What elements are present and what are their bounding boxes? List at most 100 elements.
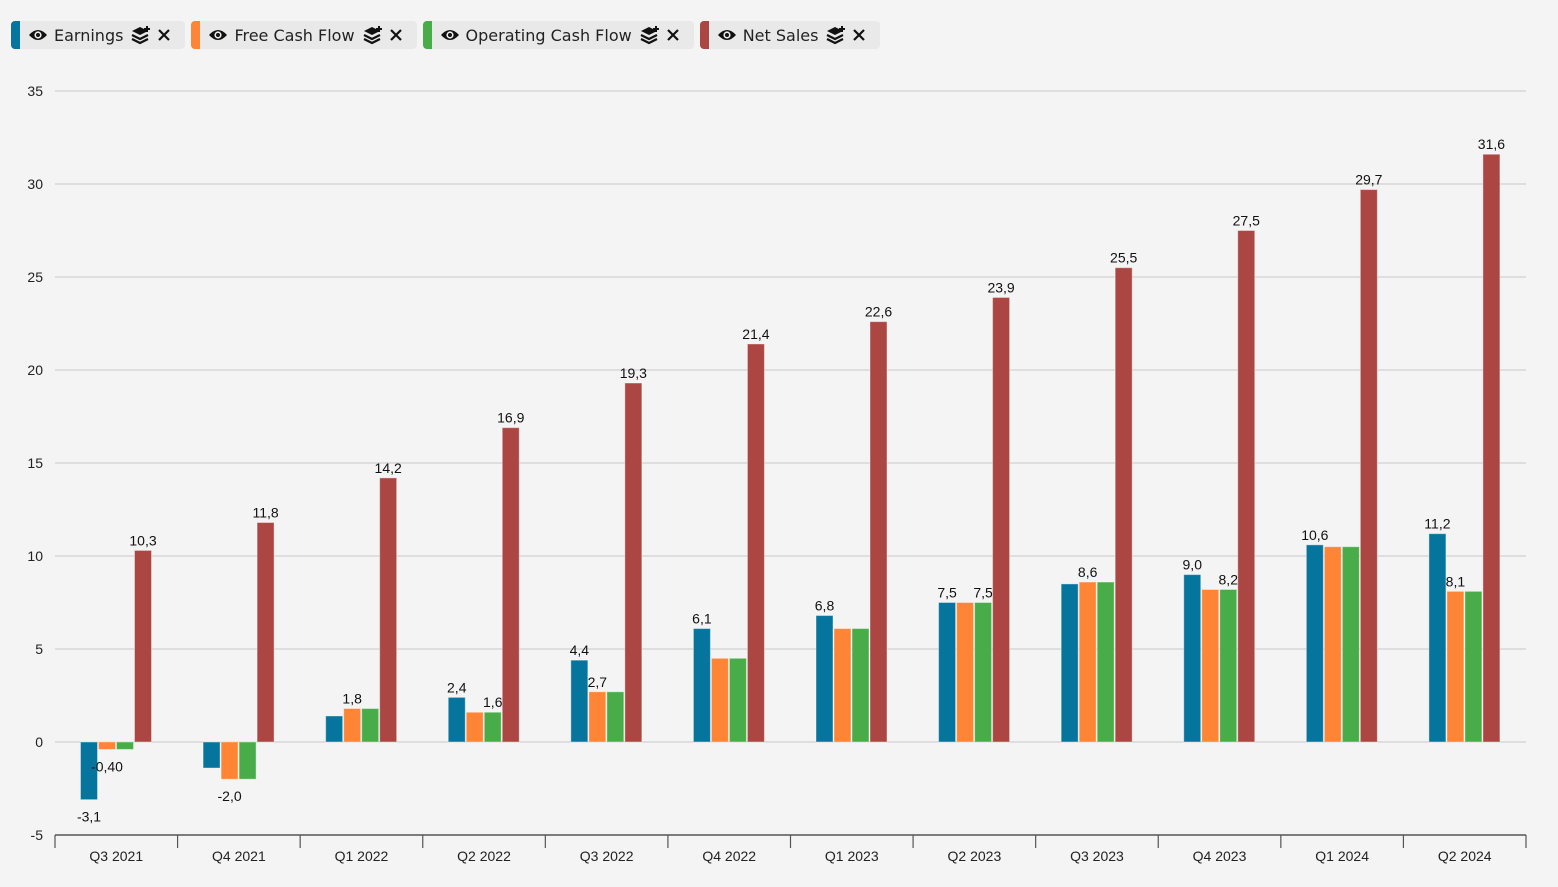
bar-net-sales[interactable] — [134, 549, 152, 743]
bar-earnings[interactable] — [570, 659, 589, 743]
close-icon[interactable] — [389, 28, 403, 42]
series-color-swatch — [422, 21, 432, 49]
bar-free-cash-flow[interactable] — [465, 711, 484, 743]
y-tick-label: 30 — [27, 176, 43, 192]
bar-earnings[interactable] — [692, 628, 711, 743]
bar-earnings[interactable] — [1428, 533, 1447, 743]
y-tick-label: 5 — [35, 641, 43, 657]
bar-net-sales[interactable] — [1482, 153, 1501, 743]
y-tick-label: 20 — [27, 362, 43, 378]
bar-operating-cash-flow[interactable] — [1219, 588, 1238, 743]
bar-operating-cash-flow[interactable] — [361, 708, 380, 743]
legend-item-net-sales[interactable]: Net Sales — [699, 21, 881, 49]
x-tick-label: Q1 2023 — [825, 848, 879, 864]
layers-plus-icon[interactable] — [826, 25, 846, 45]
legend-item-operating-cash-flow[interactable]: Operating Cash Flow — [422, 21, 694, 49]
data-label: 7,5 — [937, 585, 957, 601]
bar-operating-cash-flow[interactable] — [1341, 546, 1360, 743]
bar-free-cash-flow[interactable] — [1078, 581, 1097, 743]
x-tick-label: Q2 2022 — [457, 848, 511, 864]
bar-operating-cash-flow[interactable] — [851, 628, 870, 743]
bar-free-cash-flow[interactable] — [1323, 546, 1342, 743]
bar-earnings[interactable] — [1183, 574, 1202, 743]
y-tick-label: -5 — [31, 827, 44, 843]
bar-free-cash-flow[interactable] — [220, 741, 239, 780]
bar-free-cash-flow[interactable] — [1446, 590, 1465, 743]
bar-operating-cash-flow[interactable] — [728, 657, 747, 743]
x-tick-label: Q3 2021 — [89, 848, 143, 864]
bar-earnings[interactable] — [447, 696, 466, 743]
bar-operating-cash-flow[interactable] — [1464, 590, 1483, 743]
data-label: 4,4 — [570, 642, 590, 658]
eye-icon[interactable] — [440, 28, 460, 42]
bar-operating-cash-flow[interactable] — [238, 741, 257, 780]
bar-free-cash-flow[interactable] — [98, 741, 116, 750]
bar-net-sales[interactable] — [1359, 189, 1378, 743]
y-tick-label: 25 — [27, 269, 43, 285]
data-label: 31,6 — [1478, 136, 1505, 152]
layers-plus-icon[interactable] — [363, 25, 383, 45]
bar-net-sales[interactable] — [869, 321, 888, 743]
x-tick-label: Q4 2023 — [1193, 848, 1247, 864]
bar-earnings[interactable] — [80, 741, 98, 801]
bar-net-sales[interactable] — [1237, 230, 1256, 743]
eye-icon[interactable] — [717, 28, 737, 42]
bar-free-cash-flow[interactable] — [956, 602, 975, 743]
x-tick-label: Q3 2022 — [580, 848, 634, 864]
bar-earnings[interactable] — [938, 602, 957, 743]
bar-free-cash-flow[interactable] — [588, 691, 607, 743]
bar-earnings[interactable] — [1305, 544, 1324, 743]
bar-net-sales[interactable] — [992, 296, 1011, 743]
legend-label: Earnings — [54, 25, 124, 45]
eye-icon[interactable] — [208, 28, 228, 42]
close-icon[interactable] — [852, 28, 866, 42]
close-icon[interactable] — [157, 28, 171, 42]
legend-label: Operating Cash Flow — [465, 25, 632, 45]
bar-operating-cash-flow[interactable] — [974, 602, 993, 743]
data-label: 19,3 — [620, 365, 647, 381]
data-label: 6,1 — [692, 611, 712, 627]
series-color-swatch — [11, 21, 20, 49]
data-label: 9,0 — [1183, 557, 1203, 573]
bar-net-sales[interactable] — [624, 382, 643, 743]
layers-plus-icon[interactable] — [131, 25, 151, 45]
bar-earnings[interactable] — [815, 615, 834, 743]
close-icon[interactable] — [666, 28, 680, 42]
data-label: -0,40 — [91, 758, 123, 774]
bar-net-sales[interactable] — [379, 477, 398, 743]
data-label: 23,9 — [987, 279, 1014, 295]
legend-item-free-cash-flow[interactable]: Free Cash Flow — [191, 21, 417, 49]
bar-earnings[interactable] — [325, 715, 344, 743]
bar-free-cash-flow[interactable] — [343, 708, 362, 743]
x-tick-label: Q4 2022 — [702, 848, 756, 864]
bar-earnings[interactable] — [1060, 583, 1079, 743]
bar-operating-cash-flow[interactable] — [483, 711, 502, 743]
x-tick-label: Q1 2022 — [335, 848, 389, 864]
bar-net-sales[interactable] — [501, 427, 520, 743]
data-label: 14,2 — [375, 460, 402, 476]
x-tick-label: Q3 2023 — [1070, 848, 1124, 864]
bar-operating-cash-flow[interactable] — [606, 691, 625, 743]
bar-free-cash-flow[interactable] — [833, 628, 852, 743]
bar-net-sales[interactable] — [256, 522, 275, 743]
bar-earnings[interactable] — [202, 741, 221, 769]
bar-operating-cash-flow[interactable] — [1096, 581, 1115, 743]
data-label: 8,2 — [1219, 571, 1239, 587]
y-tick-label: 15 — [27, 455, 43, 471]
bar-net-sales[interactable] — [746, 343, 765, 743]
layers-plus-icon[interactable] — [640, 25, 660, 45]
bar-net-sales[interactable] — [1114, 267, 1133, 743]
data-label: 8,6 — [1078, 564, 1098, 580]
x-tick-label: Q2 2024 — [1438, 848, 1492, 864]
legend-item-earnings[interactable]: Earnings — [11, 21, 186, 49]
x-tick-label: Q1 2024 — [1315, 848, 1369, 864]
bar-free-cash-flow[interactable] — [710, 657, 729, 743]
bar-free-cash-flow[interactable] — [1201, 588, 1220, 743]
y-tick-label: 0 — [35, 734, 43, 750]
bar-operating-cash-flow[interactable] — [116, 741, 134, 750]
data-label: 7,5 — [973, 585, 993, 601]
data-label: 25,5 — [1110, 250, 1137, 266]
series-color-swatch — [191, 21, 201, 49]
eye-icon[interactable] — [28, 28, 48, 42]
